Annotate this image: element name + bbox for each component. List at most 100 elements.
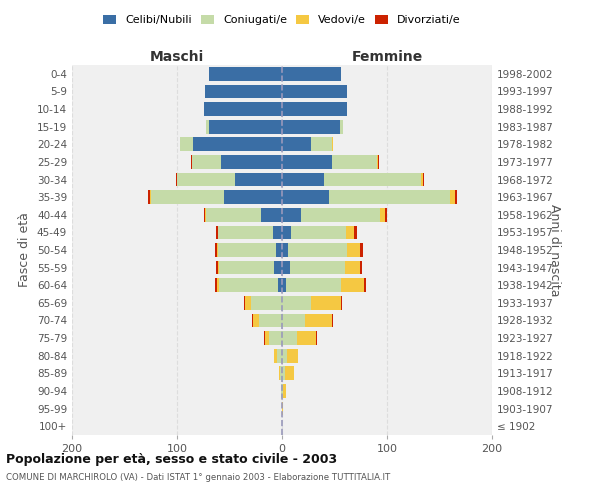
Bar [192, 155, 221, 169]
Text: Femmine: Femmine [352, 50, 422, 64]
Bar [219, 260, 274, 274]
Bar [311, 138, 332, 151]
Bar [215, 243, 217, 257]
Bar [209, 120, 282, 134]
Bar [421, 172, 422, 186]
Bar [282, 349, 287, 362]
Bar [450, 190, 455, 204]
Bar [345, 260, 360, 274]
Bar [235, 172, 282, 186]
Bar [332, 314, 334, 328]
Bar [360, 260, 362, 274]
Bar [346, 226, 355, 239]
Bar [292, 226, 346, 239]
Bar [216, 260, 218, 274]
Bar [205, 84, 282, 98]
Bar [261, 208, 282, 222]
Bar [224, 190, 282, 204]
Bar [385, 208, 387, 222]
Bar [251, 314, 253, 328]
Bar [364, 278, 366, 292]
Bar [290, 260, 345, 274]
Bar [282, 402, 283, 415]
Bar [282, 155, 332, 169]
Text: Maschi: Maschi [150, 50, 204, 64]
Bar [287, 349, 298, 362]
Bar [209, 67, 282, 80]
Bar [176, 172, 177, 186]
Legend: Celibi/Nubili, Coniugati/e, Vedovi/e, Divorziati/e: Celibi/Nubili, Coniugati/e, Vedovi/e, Di… [99, 10, 465, 30]
Bar [244, 296, 245, 310]
Bar [289, 243, 347, 257]
Bar [332, 138, 334, 151]
Bar [282, 120, 340, 134]
Bar [204, 208, 205, 222]
Bar [296, 331, 316, 345]
Bar [280, 366, 282, 380]
Bar [282, 296, 311, 310]
Bar [265, 331, 269, 345]
Bar [282, 138, 311, 151]
Bar [282, 384, 283, 398]
Bar [377, 155, 379, 169]
Bar [279, 366, 280, 380]
Bar [274, 260, 282, 274]
Bar [341, 278, 364, 292]
Bar [269, 331, 282, 345]
Bar [422, 172, 424, 186]
Text: Popolazione per età, sesso e stato civile - 2003: Popolazione per età, sesso e stato civil… [6, 452, 337, 466]
Bar [274, 349, 277, 362]
Bar [216, 226, 218, 239]
Bar [455, 190, 457, 204]
Bar [245, 296, 251, 310]
Bar [219, 278, 278, 292]
Bar [206, 120, 209, 134]
Bar [150, 190, 151, 204]
Text: COMUNE DI MARCHIROLO (VA) - Dati ISTAT 1° gennaio 2003 - Elaborazione TUTTITALIA: COMUNE DI MARCHIROLO (VA) - Dati ISTAT 1… [6, 472, 390, 482]
Bar [305, 314, 332, 328]
Bar [324, 172, 421, 186]
Bar [360, 243, 363, 257]
Y-axis label: Fasce di età: Fasce di età [19, 212, 31, 288]
Bar [282, 67, 341, 80]
Bar [278, 278, 282, 292]
Bar [215, 278, 217, 292]
Bar [148, 190, 150, 204]
Bar [282, 331, 296, 345]
Bar [276, 243, 282, 257]
Bar [311, 296, 341, 310]
Bar [282, 190, 329, 204]
Bar [282, 102, 347, 116]
Bar [282, 226, 292, 239]
Bar [340, 120, 343, 134]
Bar [253, 314, 259, 328]
Bar [218, 226, 272, 239]
Bar [281, 384, 282, 398]
Bar [177, 172, 235, 186]
Bar [329, 190, 450, 204]
Y-axis label: Anni di nascita: Anni di nascita [548, 204, 560, 296]
Bar [251, 296, 282, 310]
Bar [380, 208, 385, 222]
Bar [205, 208, 206, 222]
Bar [282, 260, 290, 274]
Bar [218, 260, 219, 274]
Bar [282, 84, 347, 98]
Bar [282, 172, 324, 186]
Bar [206, 208, 261, 222]
Bar [218, 243, 276, 257]
Bar [264, 331, 265, 345]
Bar [217, 278, 219, 292]
Bar [355, 226, 356, 239]
Bar [282, 208, 301, 222]
Bar [286, 278, 341, 292]
Bar [282, 243, 289, 257]
Bar [277, 349, 282, 362]
Bar [221, 155, 282, 169]
Bar [272, 226, 282, 239]
Bar [283, 384, 286, 398]
Bar [282, 278, 286, 292]
Bar [193, 138, 282, 151]
Bar [204, 102, 282, 116]
Bar [347, 243, 360, 257]
